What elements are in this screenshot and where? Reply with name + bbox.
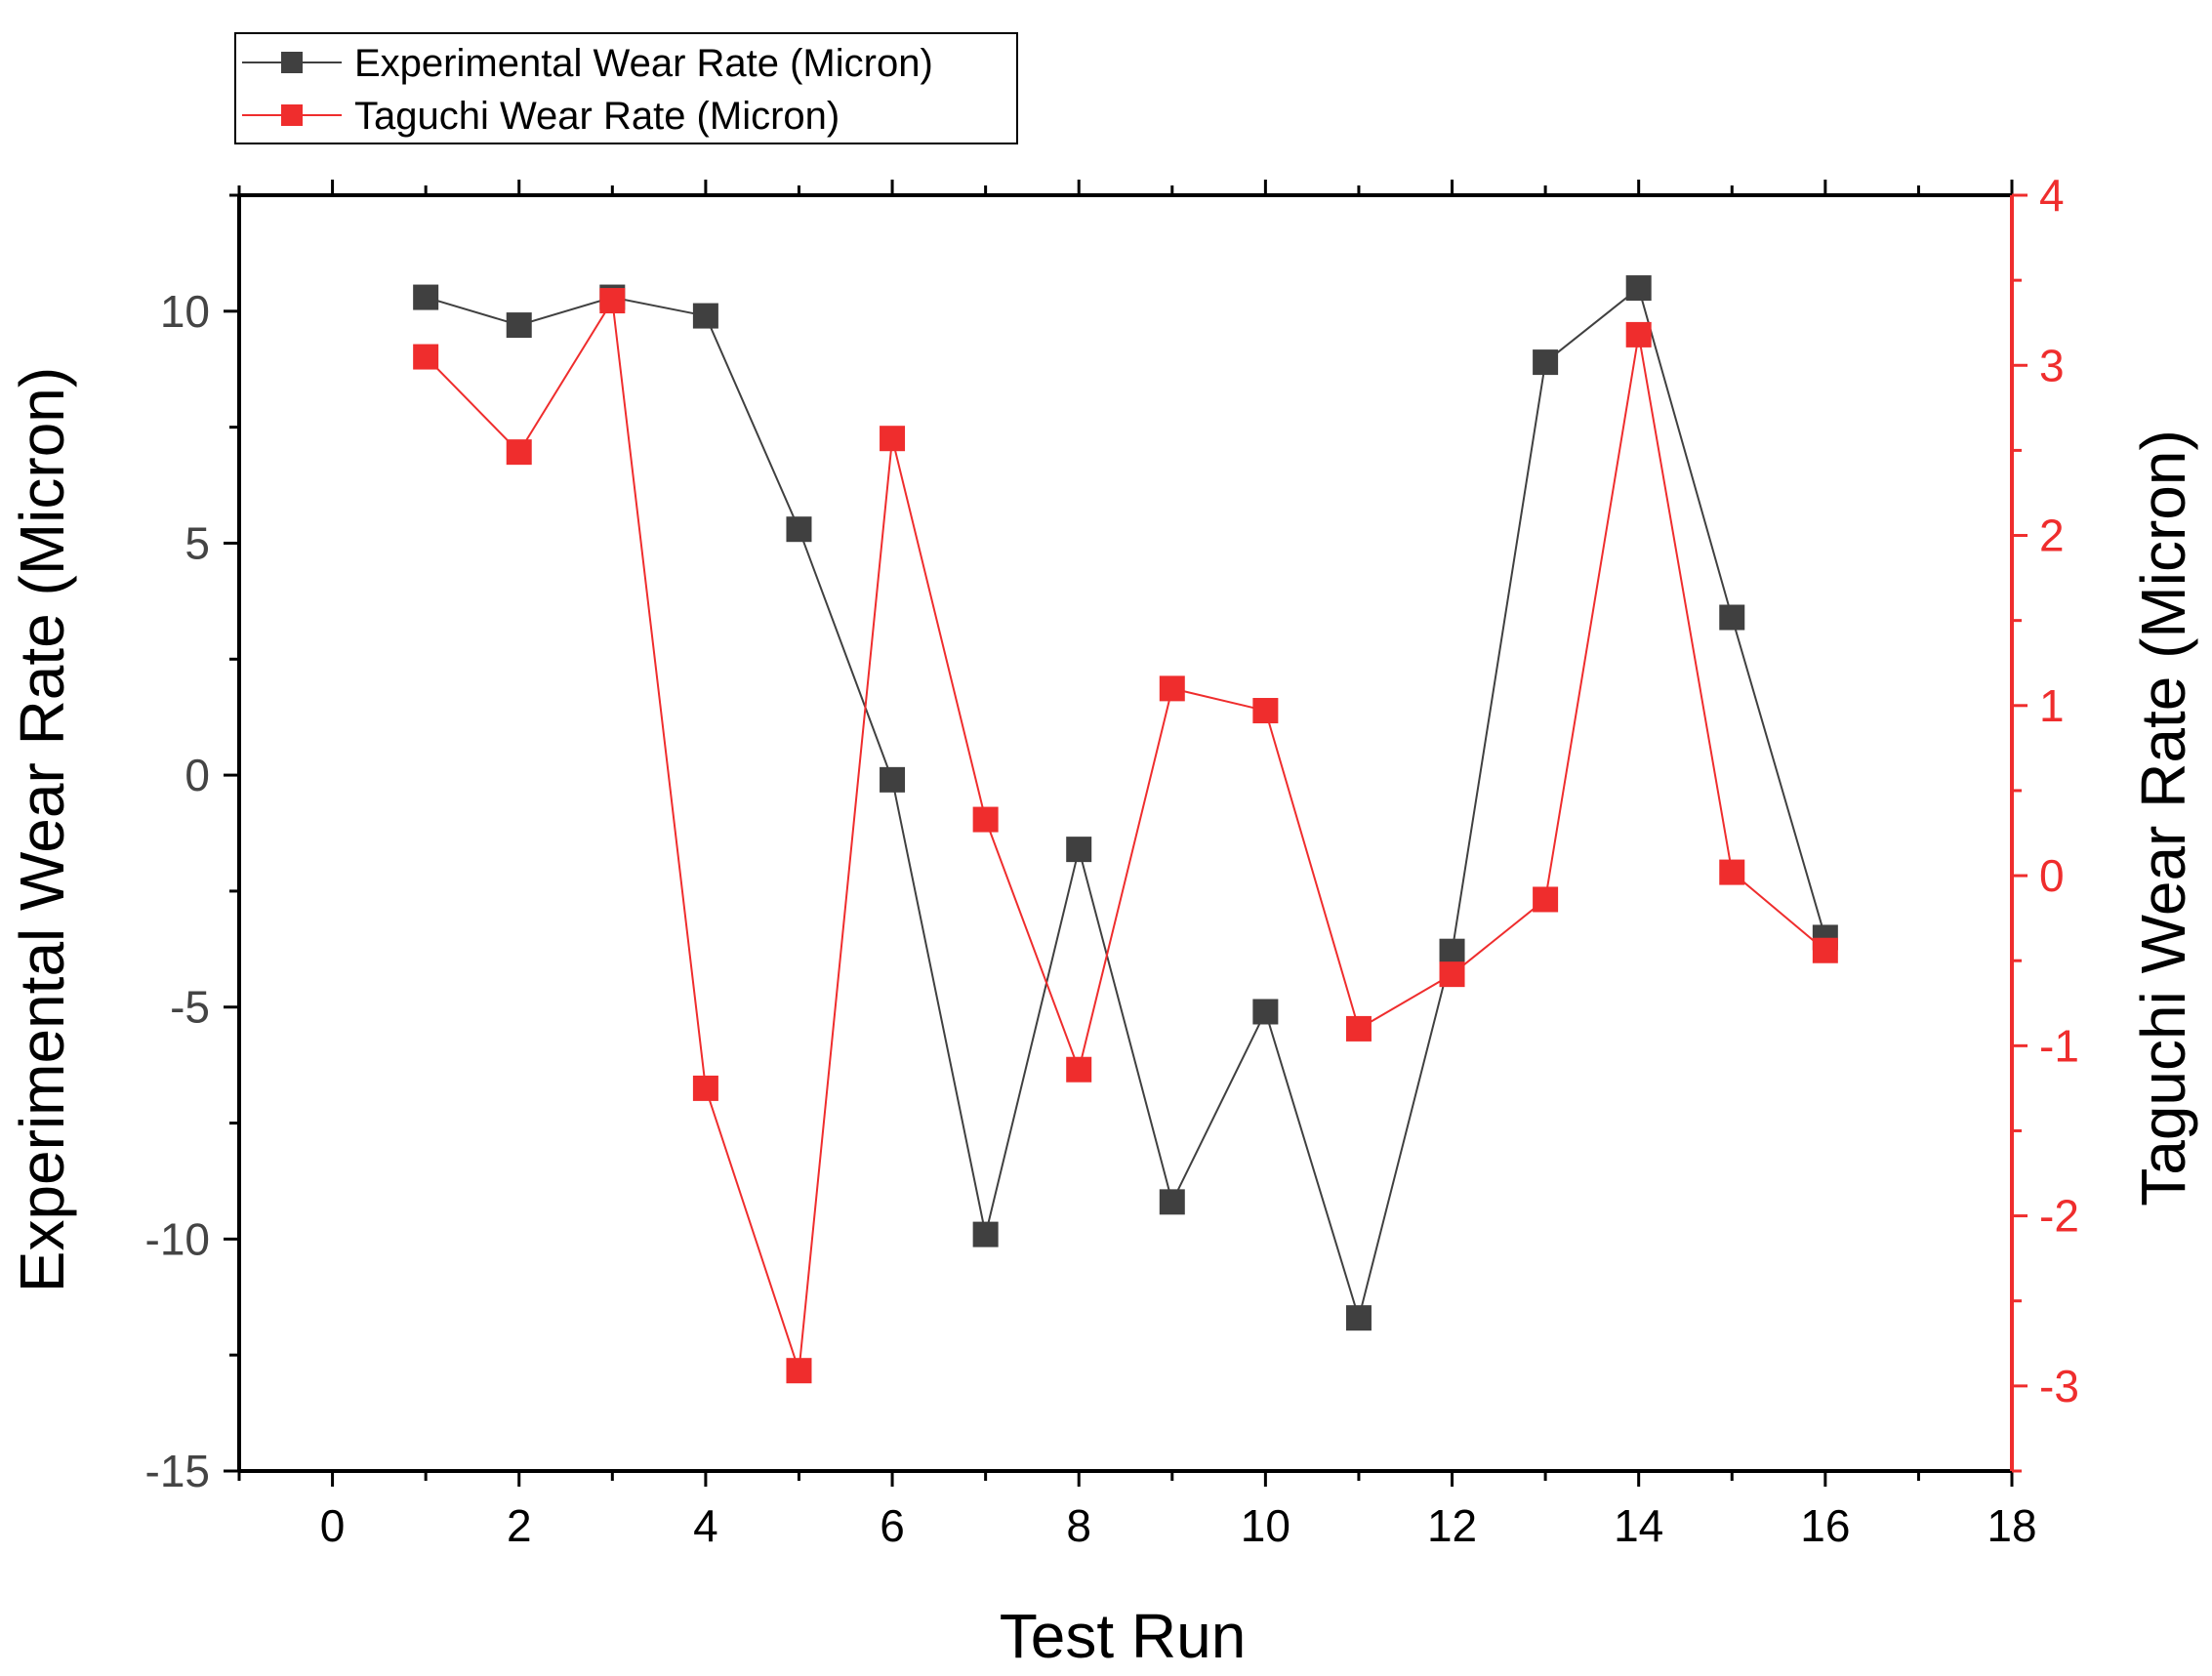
y2-axis-title: Taguchi Wear Rate (Micron) bbox=[2128, 429, 2198, 1206]
data-point-experimental bbox=[1066, 837, 1092, 863]
y2-tick-label: 2 bbox=[2039, 511, 2065, 561]
y-tick-label: 10 bbox=[160, 286, 210, 337]
data-point-taguchi bbox=[1625, 321, 1652, 347]
y-tick-label: 0 bbox=[184, 750, 210, 800]
legend-marker-experimental bbox=[281, 52, 303, 73]
data-point-experimental bbox=[1159, 1189, 1185, 1215]
x-tick-label: 12 bbox=[1427, 1500, 1477, 1551]
x-axis-title: Test Run bbox=[1000, 1601, 1247, 1671]
series-line-taguchi bbox=[425, 298, 1826, 1371]
data-point-taguchi bbox=[1719, 859, 1745, 885]
legend-box bbox=[234, 32, 1018, 144]
y2-tick-label: 0 bbox=[2039, 850, 2065, 901]
y2-tick-label: 3 bbox=[2039, 340, 2065, 390]
y-axis-right: -3 -2 -1 0 1 2 3 4 bbox=[2012, 170, 2079, 1473]
data-point-taguchi bbox=[413, 344, 439, 370]
data-point-taguchi bbox=[506, 439, 532, 466]
x-tick-label: 2 bbox=[507, 1500, 532, 1551]
x-tick-label: 10 bbox=[1241, 1500, 1290, 1551]
x-tick-label: 18 bbox=[1987, 1500, 2036, 1551]
data-point-experimental bbox=[1625, 275, 1652, 302]
data-point-taguchi bbox=[880, 426, 906, 452]
x-tick-label: 6 bbox=[880, 1500, 905, 1551]
data-point-experimental bbox=[692, 303, 718, 329]
data-point-experimental bbox=[1252, 999, 1279, 1025]
data-point-taguchi bbox=[972, 806, 999, 833]
y2-tick-label: 4 bbox=[2039, 170, 2065, 221]
data-point-taguchi bbox=[1159, 675, 1185, 702]
data-point-taguchi bbox=[692, 1075, 718, 1101]
data-point-taguchi bbox=[1812, 937, 1838, 963]
series-line-experimental bbox=[425, 286, 1826, 1322]
x-tick-label: 0 bbox=[320, 1500, 346, 1551]
x-tick-label: 8 bbox=[1066, 1500, 1091, 1551]
data-point-taguchi bbox=[1252, 698, 1279, 724]
data-point-experimental bbox=[972, 1221, 999, 1247]
data-point-experimental bbox=[1719, 604, 1745, 631]
data-point-taguchi bbox=[786, 1358, 812, 1384]
legend: Experimental Wear Rate (Micron) Taguchi … bbox=[234, 32, 1018, 144]
data-point-experimental bbox=[786, 516, 812, 543]
legend-label-experimental: Experimental Wear Rate (Micron) bbox=[354, 42, 933, 85]
data-point-taguchi bbox=[1345, 1015, 1372, 1042]
y2-tick-label: 1 bbox=[2039, 680, 2065, 731]
y-tick-label: -10 bbox=[145, 1213, 210, 1264]
series-layer bbox=[413, 275, 1838, 1384]
data-point-experimental bbox=[1533, 349, 1559, 376]
data-point-experimental bbox=[413, 284, 439, 310]
x-tick-label: 16 bbox=[1800, 1500, 1850, 1551]
y-tick-label: -15 bbox=[145, 1446, 210, 1496]
y2-tick-label: -1 bbox=[2039, 1020, 2079, 1071]
x-tick-label: 14 bbox=[1614, 1500, 1663, 1551]
y-tick-label: -5 bbox=[170, 982, 210, 1033]
plot-frame bbox=[237, 193, 2014, 1473]
y2-tick-label: -3 bbox=[2039, 1361, 2079, 1411]
data-point-taguchi bbox=[1439, 961, 1465, 988]
data-point-experimental bbox=[880, 766, 906, 793]
x-tick-label: 4 bbox=[693, 1500, 718, 1551]
legend-marker-taguchi bbox=[281, 104, 303, 126]
y2-tick-label: -2 bbox=[2039, 1191, 2079, 1242]
x-axis: 0 2 4 6 8 10 12 14 16 18 bbox=[237, 180, 2037, 1551]
data-point-taguchi bbox=[599, 288, 626, 314]
data-point-experimental bbox=[1439, 938, 1465, 964]
y-tick-label: 5 bbox=[184, 517, 210, 568]
y-axis-title: Experimental Wear Rate (Micron) bbox=[7, 367, 77, 1292]
y-axis-left: -15 -10 -5 0 5 10 bbox=[145, 193, 239, 1496]
data-point-experimental bbox=[506, 312, 532, 339]
legend-label-taguchi: Taguchi Wear Rate (Micron) bbox=[354, 95, 840, 138]
data-point-experimental bbox=[1345, 1305, 1372, 1331]
data-point-taguchi bbox=[1066, 1056, 1092, 1083]
data-point-taguchi bbox=[1533, 886, 1559, 913]
